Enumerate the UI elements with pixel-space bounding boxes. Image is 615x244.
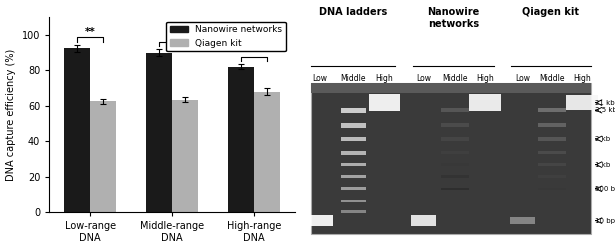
Bar xyxy=(538,151,566,154)
Bar xyxy=(172,100,199,212)
Bar xyxy=(441,151,469,154)
Text: 10 bp: 10 bp xyxy=(595,218,614,224)
Bar xyxy=(90,101,116,212)
Text: Middle: Middle xyxy=(442,74,468,83)
Text: **: ** xyxy=(249,46,260,56)
Bar xyxy=(341,151,366,154)
Bar xyxy=(469,94,501,111)
Bar xyxy=(369,94,400,111)
Bar xyxy=(538,123,566,127)
Text: DNA ladders: DNA ladders xyxy=(319,7,387,17)
Text: **: ** xyxy=(85,27,95,37)
Bar xyxy=(341,123,366,128)
Text: 1 kb: 1 kb xyxy=(595,162,610,168)
Legend: Nanowire networks, Qiagen kit: Nanowire networks, Qiagen kit xyxy=(166,21,286,51)
Text: 21 kb: 21 kb xyxy=(595,100,614,106)
Text: Middle: Middle xyxy=(340,74,366,83)
Text: **: ** xyxy=(167,31,178,41)
Bar xyxy=(311,83,592,234)
Text: High: High xyxy=(476,74,494,83)
Text: Low: Low xyxy=(515,74,530,83)
Bar xyxy=(441,163,469,166)
Bar xyxy=(441,123,469,127)
Text: High: High xyxy=(573,74,591,83)
Bar xyxy=(341,187,366,190)
Bar xyxy=(254,92,280,212)
Text: 500 bp: 500 bp xyxy=(595,186,615,192)
Text: 2 kb: 2 kb xyxy=(595,136,609,142)
Bar xyxy=(538,108,566,112)
Bar xyxy=(308,215,333,226)
Bar xyxy=(441,137,469,141)
Bar xyxy=(441,108,469,112)
Text: Middle: Middle xyxy=(539,74,565,83)
Y-axis label: DNA capture efficiency (%): DNA capture efficiency (%) xyxy=(6,49,16,181)
Bar xyxy=(341,137,366,141)
Bar xyxy=(64,48,90,212)
Bar xyxy=(228,67,254,212)
Text: 3.5 kb: 3.5 kb xyxy=(595,107,615,113)
Bar xyxy=(538,163,566,166)
Bar xyxy=(538,137,566,141)
Bar xyxy=(341,175,366,178)
Text: High: High xyxy=(376,74,394,83)
Bar xyxy=(341,200,366,202)
Text: Qiagen kit: Qiagen kit xyxy=(522,7,579,17)
Text: Low: Low xyxy=(312,74,328,83)
Text: Nanowire
networks: Nanowire networks xyxy=(427,7,480,29)
Bar xyxy=(441,188,469,190)
Bar xyxy=(146,52,172,212)
Bar xyxy=(341,108,366,113)
Bar xyxy=(441,175,469,178)
Bar xyxy=(311,83,592,93)
Bar xyxy=(538,175,566,178)
Bar xyxy=(538,188,566,190)
Bar xyxy=(566,95,598,110)
Bar xyxy=(341,210,366,213)
Bar xyxy=(411,215,436,226)
Text: Low: Low xyxy=(416,74,431,83)
Bar xyxy=(510,217,535,224)
Bar xyxy=(341,163,366,166)
